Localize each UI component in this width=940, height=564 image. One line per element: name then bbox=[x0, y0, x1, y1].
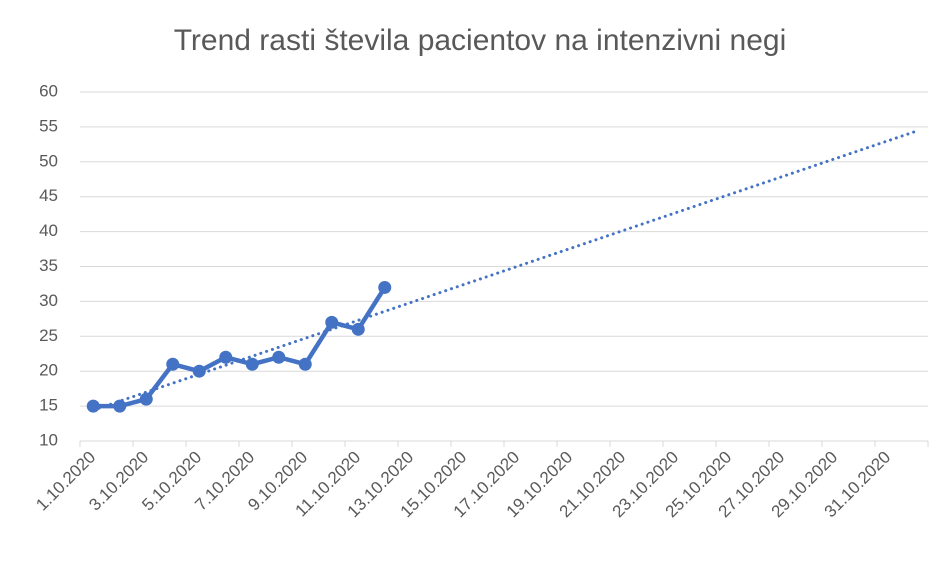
chart-title: Trend rasti števila pacientov na intenzi… bbox=[174, 24, 787, 57]
y-tick-label: 55 bbox=[39, 116, 58, 135]
y-tick-label: 40 bbox=[39, 221, 58, 240]
data-point bbox=[219, 350, 233, 364]
y-tick-label: 20 bbox=[39, 361, 58, 380]
y-tick-label: 30 bbox=[39, 291, 58, 310]
data-point bbox=[192, 364, 206, 378]
data-point bbox=[139, 392, 153, 406]
data-point bbox=[298, 357, 312, 371]
data-point bbox=[86, 399, 100, 413]
data-point bbox=[272, 350, 286, 364]
y-tick-label: 50 bbox=[39, 151, 58, 170]
data-line bbox=[93, 286, 387, 409]
y-tick-label: 15 bbox=[39, 396, 58, 415]
y-tick-label: 35 bbox=[39, 256, 58, 275]
data-point bbox=[325, 315, 339, 329]
y-tick-label: 45 bbox=[39, 186, 58, 205]
y-tick-label: 25 bbox=[39, 326, 58, 345]
data-point bbox=[166, 357, 180, 371]
data-point bbox=[351, 322, 365, 336]
trendline bbox=[91, 130, 917, 412]
y-tick-label: 10 bbox=[39, 430, 58, 449]
data-point bbox=[245, 357, 259, 371]
data-point bbox=[378, 280, 392, 294]
data-point bbox=[113, 399, 127, 413]
y-tick-label: 60 bbox=[39, 81, 58, 100]
